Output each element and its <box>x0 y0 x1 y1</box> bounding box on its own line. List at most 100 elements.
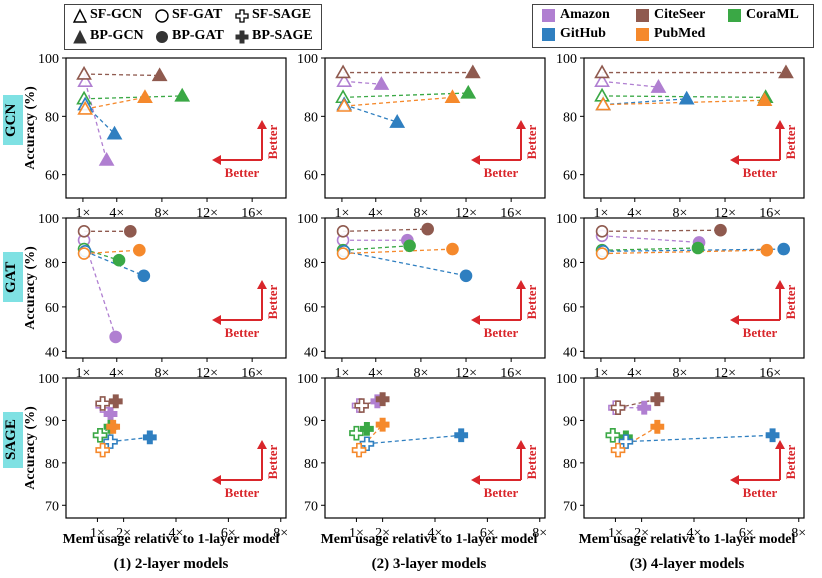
col-title-2-layer: (1) 2-layer models <box>113 556 229 572</box>
x-tick-label: 8× <box>672 206 687 221</box>
xlabel-col-2: Mem usage relative to 1-layer model <box>320 532 538 547</box>
bp-point-pubmed <box>446 242 459 256</box>
better-arrowhead-up <box>257 120 267 129</box>
better-arrowhead-left <box>212 155 221 165</box>
bp-point-pubmed <box>756 92 773 106</box>
x-tick-label: 2× <box>375 526 390 541</box>
sf-point-coraml <box>605 427 621 443</box>
bp-point-pubmed <box>133 243 146 257</box>
legend-label-sf-gat: SF-GAT <box>172 7 223 22</box>
xlabel-col-3: Mem usage relative to 1-layer model <box>578 532 796 547</box>
bp-point-citeseer <box>778 64 794 79</box>
y-tick-label: 70 <box>304 499 318 514</box>
sf-point-citeseer <box>95 396 110 411</box>
y-tick-label: 40 <box>45 345 59 360</box>
x-tick-label: 4× <box>368 206 383 221</box>
plot-frame <box>324 217 546 359</box>
x-tick-label: 12× <box>196 366 218 381</box>
bp-point-github <box>777 242 790 256</box>
connector-github <box>343 104 398 123</box>
connector-pubmed <box>343 248 453 255</box>
x-tick-label: 16× <box>759 366 781 381</box>
bp-point-pubmed <box>760 243 774 257</box>
x-tick-label: 1× <box>90 526 105 541</box>
legend-label-amazon: Amazon <box>560 7 610 22</box>
bp-point-amazon <box>109 330 122 344</box>
connector-coraml <box>602 247 698 251</box>
pubmed-legend-swatch <box>636 28 649 41</box>
col-title-4-layer: (3) 4-layer models <box>629 556 745 572</box>
bp-point-coraml <box>403 239 416 253</box>
xlabel-col-1: Mem usage relative to 1-layer model <box>62 532 280 547</box>
x-tick-label: 6× <box>739 526 754 541</box>
legend-label-pubmed: PubMed <box>654 26 706 41</box>
sf-point-amazon <box>336 73 353 88</box>
bp-point-coraml <box>174 87 191 102</box>
x-tick-label: 16× <box>759 206 781 221</box>
method-legend <box>64 4 322 50</box>
better-arrowhead-up <box>775 440 785 449</box>
y-tick-label: 70 <box>45 499 59 514</box>
better-arrowhead-up <box>775 120 785 129</box>
bp-sage-legend-marker <box>235 30 249 44</box>
y-tick-label: 100 <box>38 212 59 227</box>
better-arrowhead-left <box>730 475 739 485</box>
panel-sage-3-layer: 70 80 90 100 1× 2× 4× 6× 8× Better Better <box>297 372 547 541</box>
sf-point-pubmed <box>336 247 350 260</box>
connector-citeseer <box>602 229 721 232</box>
sf-point-citeseer <box>77 225 91 238</box>
plot-frame <box>583 217 805 359</box>
better-label-horizontal: Better <box>743 165 778 180</box>
y-tick-label: 80 <box>304 457 318 472</box>
x-tick-label: 1× <box>349 526 364 541</box>
better-label-vertical: Better <box>783 444 798 479</box>
panel-gat-2-layer: 40 60 80 100 1× 4× 8× 12× 16× Accuracy (%) Better B… <box>23 212 287 381</box>
x-tick-label: 16× <box>241 366 263 381</box>
y-tick-label: 100 <box>38 372 59 387</box>
connector-amazon <box>84 81 108 161</box>
bp-point-pubmed <box>375 417 390 432</box>
bp-point-amazon <box>650 79 667 93</box>
y-axis-label: Accuracy (%) <box>23 246 38 330</box>
bp-point-pubmed <box>106 419 121 434</box>
bp-point-github <box>106 125 123 140</box>
better-label-vertical: Better <box>265 124 280 159</box>
panel-sage-4-layer: 70 80 90 100 1× 2× 4× 6× 8× Better Better <box>556 372 806 541</box>
x-tick-label: 12× <box>196 206 218 221</box>
y-tick-label: 100 <box>556 52 577 67</box>
sf-sage-legend-marker <box>235 9 249 23</box>
x-tick-label: 1× <box>334 206 349 221</box>
y-axis-label: Accuracy (%) <box>23 406 38 490</box>
y-axis-label: Accuracy (%) <box>23 86 38 170</box>
sf-point-pubmed <box>77 247 91 260</box>
x-tick-label: 4× <box>627 366 642 381</box>
connector-github <box>344 250 467 277</box>
x-tick-label: 8× <box>532 526 547 541</box>
better-arrowhead-left <box>212 475 221 485</box>
connector-coraml <box>84 95 183 100</box>
sf-point-github <box>359 436 375 452</box>
y-tick-label: 60 <box>45 301 59 316</box>
sf-point-citeseer <box>610 400 626 415</box>
y-tick-label: 60 <box>45 169 59 184</box>
better-label-vertical: Better <box>524 284 539 319</box>
legend-label-bp-gat: BP-GAT <box>172 28 224 43</box>
x-tick-label: 4× <box>627 206 642 221</box>
x-tick-label: 1× <box>75 206 90 221</box>
better-label-vertical: Better <box>524 124 539 159</box>
better-arrowhead-left <box>471 475 480 485</box>
bp-point-amazon <box>103 407 118 421</box>
x-tick-label: 8× <box>273 526 288 541</box>
y-tick-label: 40 <box>304 345 318 360</box>
bp-point-github <box>454 428 469 443</box>
connector-github <box>603 98 687 106</box>
better-label-horizontal: Better <box>484 325 519 340</box>
sf-point-pubmed <box>595 96 612 111</box>
plot-frame <box>65 57 287 199</box>
x-tick-label: 12× <box>455 366 477 381</box>
sf-point-pubmed <box>95 442 110 458</box>
better-label-horizontal: Better <box>225 325 260 340</box>
connector-amazon <box>344 80 382 85</box>
y-tick-label: 80 <box>563 457 577 472</box>
